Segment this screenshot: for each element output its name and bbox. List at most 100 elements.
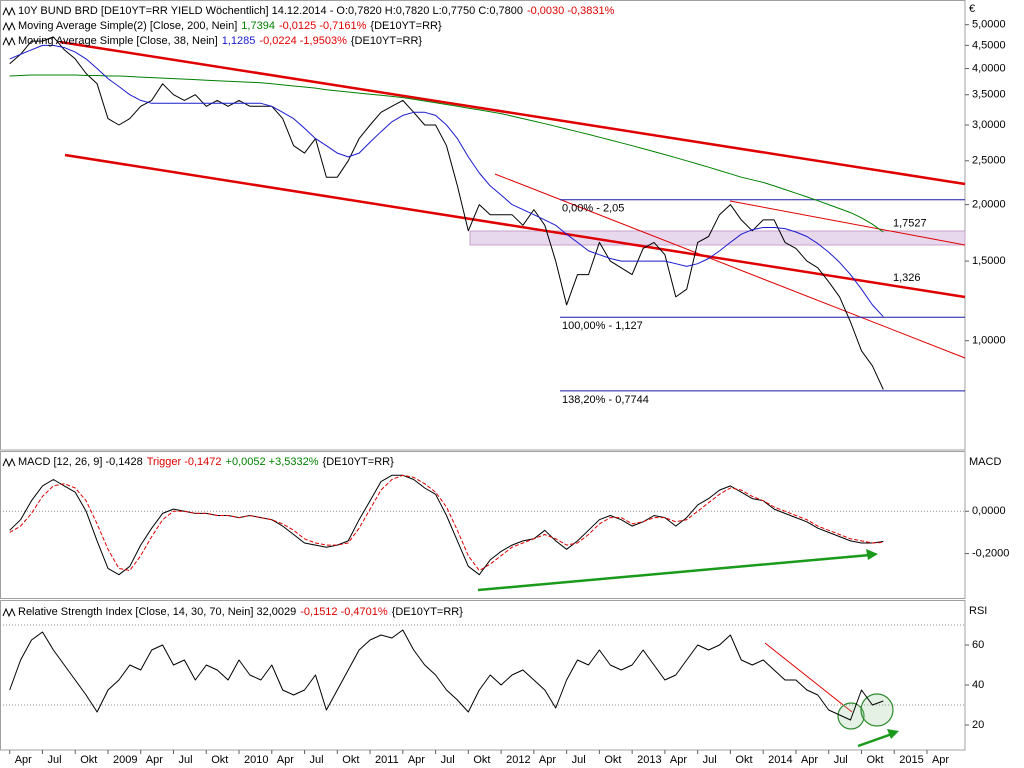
y-tick-label: 20 — [972, 719, 984, 731]
legend-text: MACD [12, 26, 9] -0,1428 — [18, 456, 143, 468]
y-tick-label: 60 — [972, 639, 984, 651]
legend-icon — [2, 6, 16, 17]
legend-text: -0,0224 -1,9503% — [259, 35, 347, 47]
x-tick-label: Jul — [572, 754, 586, 766]
y-tick-label: -0,2000 — [972, 547, 1009, 559]
x-tick-label: Okt — [80, 754, 97, 766]
y-tick-label: 3,0000 — [972, 119, 1006, 131]
legend-icon — [2, 607, 16, 618]
x-tick-label: Okt — [473, 754, 490, 766]
trend-line — [764, 642, 853, 713]
x-tick-label: Okt — [604, 754, 621, 766]
legend-text: Moving Average Simple(2) [Close, 200, Ne… — [18, 20, 237, 32]
shaded-zone — [469, 230, 966, 246]
y-tick-label: 1,0000 — [972, 335, 1006, 347]
legend-text: {DE10YT=RR} — [370, 20, 442, 32]
x-tick-label: Apr — [539, 754, 556, 766]
panel-frame — [0, 0, 966, 451]
panel-frame — [0, 451, 966, 599]
y-tick-label: 2,0000 — [972, 199, 1006, 211]
legend-text: {DE10YT=RR} — [351, 35, 423, 47]
trend-line — [494, 173, 966, 359]
x-tick-label: 2010 — [244, 754, 268, 766]
trend-line — [64, 153, 966, 299]
legend-text: -0,1512 -0,4701% — [300, 606, 388, 618]
divergence-arrow — [477, 553, 871, 592]
level-label: 100,00% - 1,127 — [562, 320, 643, 332]
x-tick-label: Okt — [735, 754, 752, 766]
x-tick-label: Jul — [47, 754, 61, 766]
highlight-circle — [837, 702, 865, 730]
x-tick-label: Apr — [670, 754, 687, 766]
y-tick-label: 2,5000 — [972, 155, 1006, 167]
x-tick-label: 2014 — [768, 754, 792, 766]
legend-text: 10Y BUND BRD [DE10YT=RR YIELD Wöchentlic… — [18, 5, 523, 17]
trend-value-label: 1,7527 — [893, 217, 927, 229]
x-tick-label: Jul — [703, 754, 717, 766]
legend-text: Relative Strength Index [Close, 14, 30, … — [18, 606, 296, 618]
legend-text: Trigger -0,1472 — [147, 456, 222, 468]
series-line — [9, 474, 884, 571]
series-line — [9, 44, 884, 318]
x-tick-label: Apr — [408, 754, 425, 766]
legend-icon — [2, 21, 16, 32]
series-line — [9, 74, 884, 233]
series-line — [9, 629, 884, 721]
x-tick-label: 2011 — [375, 754, 399, 766]
y-tick-label: 4,5000 — [972, 39, 1006, 51]
legend-text: {DE10YT=RR} — [323, 456, 395, 468]
y-tick-label: 3,5000 — [972, 89, 1006, 101]
x-tick-label: Apr — [277, 754, 294, 766]
trend-line — [59, 40, 966, 186]
legend-text: 1,1285 — [222, 35, 256, 47]
x-tick-label: Okt — [211, 754, 228, 766]
level-label: 138,20% - 0,7744 — [562, 394, 649, 406]
y-tick-label: 5,0000 — [972, 19, 1006, 31]
x-tick-label: Apr — [146, 754, 163, 766]
drawings — [59, 40, 966, 748]
series-line — [9, 36, 884, 390]
x-tick-label: 2015 — [899, 754, 923, 766]
frames — [0, 0, 966, 751]
legend-entry: Relative Strength Index [Close, 14, 30, … — [18, 606, 463, 618]
x-tick-label: Okt — [342, 754, 359, 766]
trend-value-label: 1,326 — [893, 272, 921, 284]
x-tick-label: Apr — [932, 754, 949, 766]
x-tick-label: Jul — [179, 754, 193, 766]
level-label: 0,00% - 2,05 — [562, 203, 624, 215]
legend-entry: Moving Average Simple(2) [Close, 200, Ne… — [18, 20, 442, 32]
legend-text: -0,0030 -0,3831% — [527, 5, 615, 17]
arrow-head — [866, 549, 878, 560]
x-tick-label: Jul — [310, 754, 324, 766]
series-line — [9, 474, 884, 576]
legend-icon — [2, 36, 16, 47]
y-tick-label: 1,5000 — [972, 255, 1006, 267]
divergence-arrow — [857, 732, 893, 748]
legend-entry: MACD [12, 26, 9] -0,1428 Trigger -0,1472 +… — [18, 456, 394, 468]
x-tick-label: Jul — [441, 754, 455, 766]
legend-text: +0,0052 +3,5332% — [226, 456, 319, 468]
x-tick-label: Jul — [834, 754, 848, 766]
legend-text: Moving Average Simple [Close, 38, Nein] — [18, 35, 218, 47]
x-tick-label: 2012 — [506, 754, 530, 766]
legend-icon — [2, 457, 16, 468]
trend-line — [729, 200, 966, 246]
legend-entry: Moving Average Simple [Close, 38, Nein] 1… — [18, 35, 422, 47]
legend-text: {DE10YT=RR} — [392, 606, 464, 618]
x-tick-label: 2009 — [113, 754, 137, 766]
y-tick-label: 0,0000 — [972, 505, 1006, 517]
x-tick-label: Apr — [801, 754, 818, 766]
x-tick-label: 2013 — [637, 754, 661, 766]
x-tick-label: Okt — [866, 754, 883, 766]
x-tick-label: Apr — [15, 754, 32, 766]
axis-label: RSI — [969, 605, 987, 617]
legend-text: -0,0125 -0,7161% — [279, 20, 367, 32]
axis-label: MACD — [969, 456, 1001, 468]
y-tick-label: 40 — [972, 679, 984, 691]
axis-label: € — [969, 3, 975, 15]
highlight-circle — [860, 693, 894, 727]
panel-frame — [0, 600, 966, 751]
legend-text: 1,7394 — [241, 20, 275, 32]
